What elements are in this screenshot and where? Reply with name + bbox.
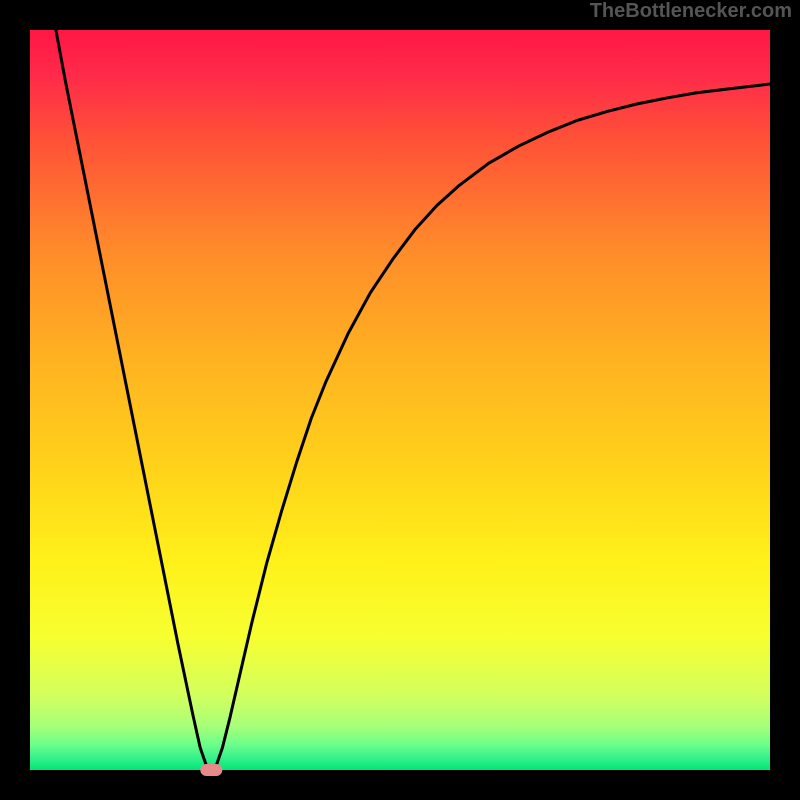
optimum-marker — [200, 764, 222, 776]
bottleneck-chart — [0, 0, 800, 800]
chart-container: { "attribution": { "text": "TheBottlenec… — [0, 0, 800, 800]
attribution-text: TheBottlenecker.com — [590, 0, 792, 23]
plot-background — [30, 30, 770, 770]
